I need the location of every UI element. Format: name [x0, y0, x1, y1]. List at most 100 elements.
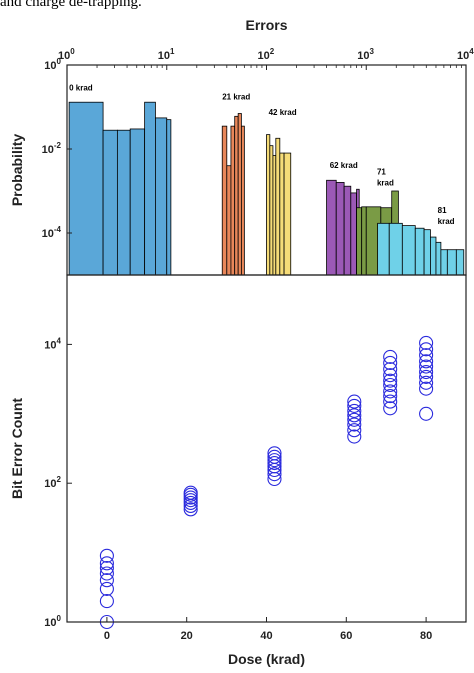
scatter-point — [99, 594, 114, 609]
scatter-point — [419, 375, 434, 390]
scatter-point — [99, 566, 114, 581]
scatter-point — [99, 581, 114, 596]
scatter-point — [419, 335, 434, 350]
scatter-point — [383, 389, 398, 404]
histogram-bar — [423, 229, 431, 276]
scatter-point — [419, 354, 434, 369]
y-tick-exp: 2 — [57, 475, 62, 484]
scatter-point — [267, 456, 282, 471]
scatter-point — [347, 394, 362, 409]
histogram-bar — [283, 152, 292, 276]
histogram-bar — [361, 206, 367, 276]
y-tick-exp: -2 — [54, 141, 62, 150]
y-tick-base: 10 — [42, 144, 54, 156]
x-tick-label: 103 — [357, 47, 374, 62]
x-tick-exp: 0 — [70, 47, 75, 56]
x-tick-label: 40 — [260, 630, 272, 642]
histogram-bar — [240, 125, 245, 276]
scatter-point — [267, 467, 282, 482]
scatter-point — [347, 398, 362, 413]
dose-annotation: 0 krad — [69, 83, 93, 92]
scatter-point — [383, 377, 398, 393]
histogram-bar — [335, 182, 345, 276]
y-tick-label: 10-4 — [42, 225, 62, 240]
scatter-frame — [66, 274, 467, 623]
histogram-bar — [155, 117, 168, 276]
histogram-bar — [68, 101, 104, 276]
dose-annotation: 42 krad — [269, 108, 297, 117]
scatter-point — [99, 573, 114, 588]
scatter-point — [383, 401, 398, 416]
scatter-point — [183, 502, 198, 517]
histogram-bar — [343, 185, 352, 276]
x-axis-title-top: Errors — [245, 17, 287, 33]
y-tick-label: 102 — [44, 475, 61, 490]
y-axis-title-bottom: Bit Error Count — [9, 398, 25, 499]
histogram-bar — [144, 101, 156, 276]
scatter-point — [419, 381, 434, 396]
y-tick-base: 10 — [44, 478, 56, 490]
dose-annotation: 62 krad — [330, 161, 358, 170]
scatter-point — [419, 369, 434, 384]
scatter-point — [419, 359, 434, 374]
scatter-point — [347, 429, 362, 444]
histogram-bar — [226, 165, 232, 276]
histogram-bar — [401, 225, 416, 276]
x-tick-base: 10 — [58, 50, 70, 62]
y-tick-base: 10 — [44, 617, 56, 629]
x-tick-label: 102 — [258, 47, 275, 62]
scatter-point — [383, 349, 398, 364]
x-tick-exp: 2 — [270, 47, 275, 56]
dose-annotation-unit: krad — [438, 217, 455, 226]
scatter-point — [347, 408, 362, 423]
x-tick-base: 10 — [158, 50, 170, 62]
x-tick-label: 104 — [457, 47, 474, 62]
x-tick-base: 10 — [457, 50, 469, 62]
y-tick-label: 100 — [44, 614, 61, 629]
histogram-bar — [446, 249, 457, 276]
dose-annotation-value: 81 — [438, 206, 447, 215]
scatter-point — [347, 403, 362, 418]
scatter-point — [347, 412, 362, 427]
histogram-bar — [221, 125, 228, 276]
scatter-point — [99, 556, 114, 571]
scatter-point — [267, 453, 282, 468]
x-axis-title-bottom: Dose (krad) — [228, 651, 305, 667]
y-tick-base: 10 — [44, 339, 56, 351]
histogram-bar — [430, 236, 437, 276]
histogram-bar — [440, 249, 448, 276]
scatter-point — [267, 446, 282, 461]
x-tick-label: 20 — [181, 630, 193, 642]
scatter-point — [383, 394, 398, 409]
histogram-bar — [129, 128, 146, 276]
y-tick-label: 104 — [44, 336, 61, 351]
scatter-point — [347, 417, 362, 432]
dose-annotation: 71 krad — [377, 167, 394, 187]
scatter-point — [183, 495, 198, 510]
y-tick-label: 100 — [44, 57, 61, 72]
x-tick-label: 100 — [58, 47, 75, 62]
scatter-point — [347, 423, 362, 438]
histogram-bar — [279, 152, 285, 276]
histogram-bar — [326, 179, 337, 276]
dose-annotation-value: 71 — [377, 167, 386, 176]
scatter-point — [383, 368, 398, 383]
x-tick-label: 101 — [158, 47, 175, 62]
x-tick-exp: 4 — [469, 47, 474, 56]
histogram-bar — [356, 207, 363, 276]
x-tick-label: 80 — [420, 630, 432, 642]
y-tick-exp: -4 — [54, 225, 62, 234]
x-tick-base: 10 — [357, 50, 369, 62]
x-tick-label: 0 — [104, 630, 110, 642]
scatter-point — [419, 348, 434, 363]
y-tick-exp: 0 — [57, 614, 62, 623]
histogram-bar — [102, 129, 118, 276]
x-tick-label: 60 — [340, 630, 352, 642]
histogram-bar — [435, 241, 442, 276]
scatter-point — [383, 362, 398, 377]
histogram-bar — [388, 222, 403, 276]
histogram-bar — [272, 155, 277, 276]
x-tick-exp: 3 — [370, 47, 375, 56]
